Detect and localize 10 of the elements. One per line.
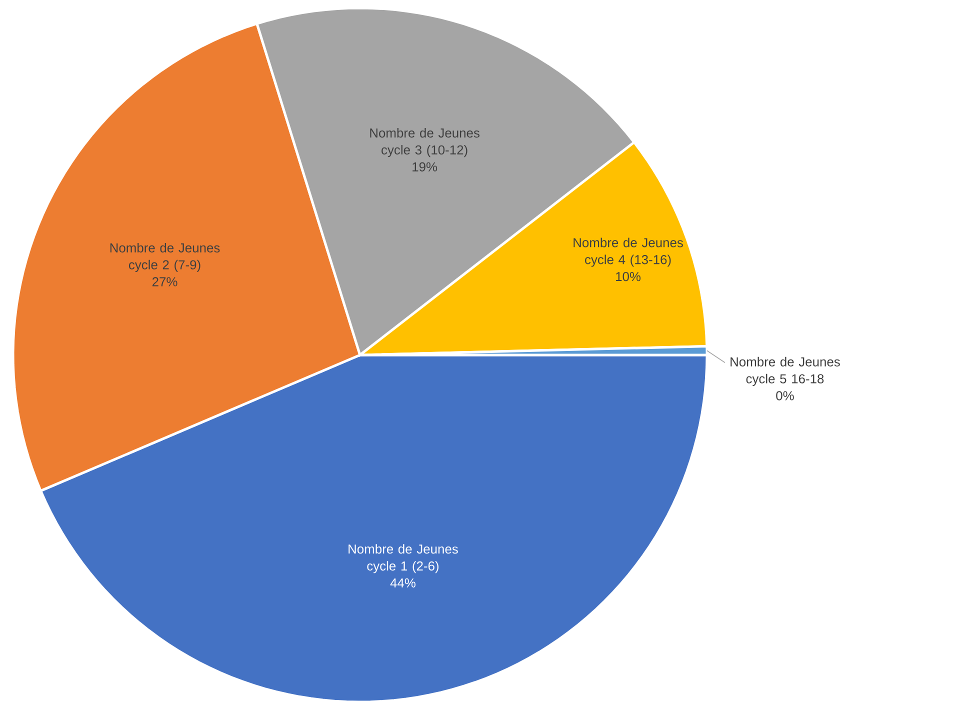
data-label: 10%: [616, 272, 641, 282]
slice-label: Nombre de Jeunes cycle 3 (10-12): [370, 128, 480, 158]
data-label: 19%: [412, 162, 438, 172]
slice-label: Nombre de Jeunes cycle 4 (13-16): [574, 238, 683, 267]
slice-label: Nombre de Jeunes cycle 2 (7-9): [110, 242, 220, 272]
slice-label: Nombre de Jeunes cycle 1 (2-6): [348, 544, 458, 574]
slice-label: Nombre de Jeunes cycle 5 16-18: [730, 356, 840, 386]
data-label: 0%: [776, 391, 794, 400]
data-label: 27%: [152, 277, 178, 286]
data-label: 44%: [390, 578, 416, 588]
